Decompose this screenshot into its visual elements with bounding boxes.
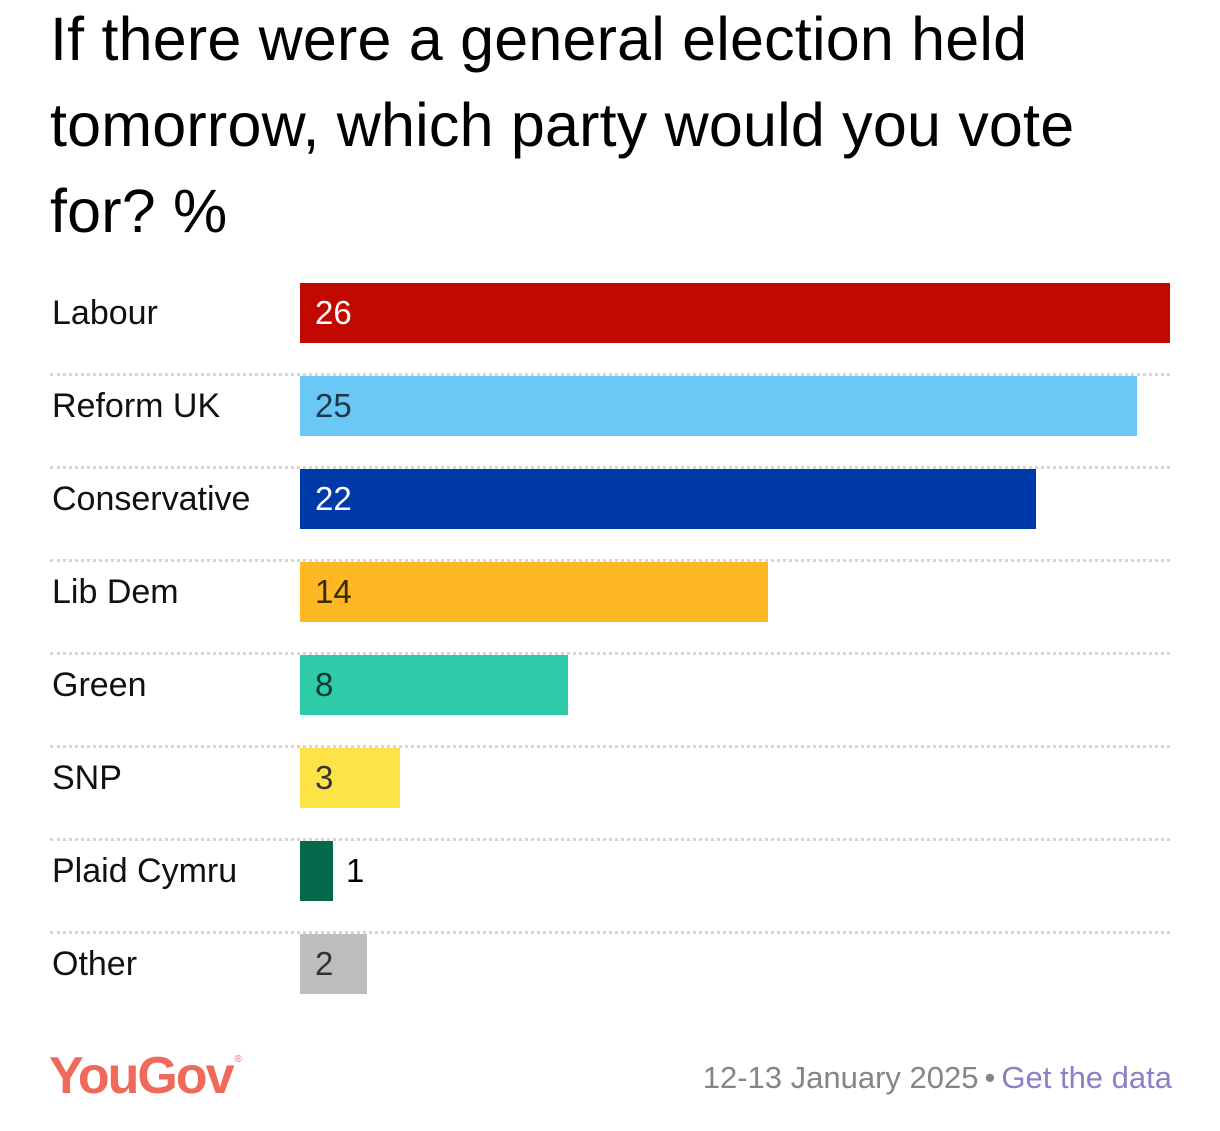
bar (300, 376, 1137, 436)
row-divider (50, 652, 1170, 655)
value-label: 14 (315, 573, 352, 610)
value-label: 2 (315, 945, 334, 982)
bar (300, 841, 333, 901)
row-divider (50, 745, 1170, 748)
value-label: 8 (315, 666, 334, 703)
chart-title: If there were a general election held to… (50, 5, 1075, 245)
bar (300, 469, 1036, 529)
bar (300, 748, 400, 808)
row-divider (50, 838, 1170, 841)
registered-mark: ® (234, 1054, 242, 1065)
bar-row: Conservative 22 (50, 469, 1170, 562)
category-label: Reform UK (52, 387, 221, 425)
value-label: 22 (315, 480, 352, 517)
bar-row: Lib Dem 14 (50, 562, 1170, 655)
category-label: Other (52, 945, 138, 983)
footer-meta: 12-13 January 2025 • Get the data (703, 1060, 1172, 1096)
row-divider (50, 466, 1170, 469)
bar-row: Green 8 (50, 655, 1170, 748)
value-label: 26 (315, 294, 352, 331)
footer: YouGov ® 12-13 January 2025 • Get the data (0, 1040, 1220, 1120)
bar-row: Labour 26 (50, 283, 1170, 376)
bar-chart: Labour 26 Reform UK 25 Conservative 22 Lib Dem… (50, 283, 1170, 1027)
bar-row: Reform UK 25 (50, 376, 1170, 469)
row-divider (50, 373, 1170, 376)
bar (300, 934, 367, 994)
yougov-logo[interactable]: YouGov ® (49, 1046, 242, 1106)
value-label: 25 (315, 387, 352, 424)
bar-row: Plaid Cymru 1 (50, 841, 1170, 934)
category-label: Labour (52, 294, 158, 332)
get-the-data-link[interactable]: Get the data (1001, 1060, 1172, 1095)
row-divider (50, 931, 1170, 934)
bar (300, 283, 1170, 343)
logo-text: YouGov (49, 1047, 234, 1105)
value-label: 1 (346, 852, 365, 889)
category-label: Green (52, 666, 147, 704)
category-label: Conservative (52, 480, 251, 518)
fieldwork-date: 12-13 January 2025 (702, 1060, 979, 1095)
row-divider (50, 559, 1170, 562)
category-label: Lib Dem (52, 573, 179, 611)
bar-row: Other 2 (50, 934, 1170, 1027)
category-label: Plaid Cymru (52, 852, 238, 890)
separator-dot: • (984, 1060, 996, 1095)
value-label: 3 (315, 759, 334, 796)
bar-row: SNP 3 (50, 748, 1170, 841)
bar (300, 655, 568, 715)
bar (300, 562, 768, 622)
category-label: SNP (52, 759, 122, 797)
